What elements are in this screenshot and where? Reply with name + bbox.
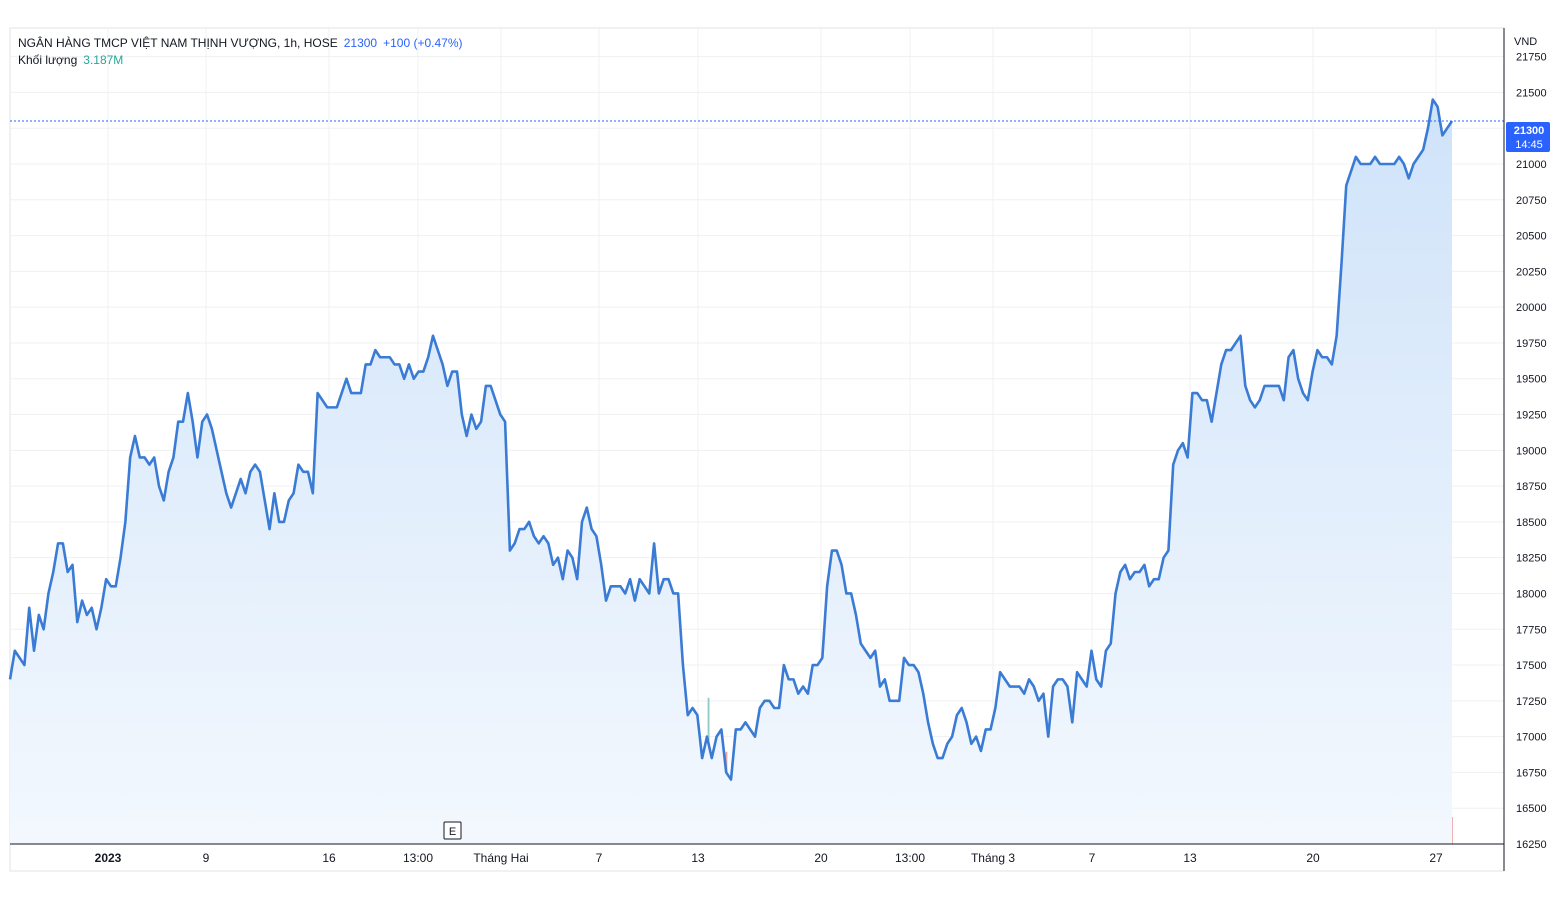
- price-tick-label: 19000: [1516, 445, 1547, 457]
- time-tick-label: Tháng Hai: [473, 851, 528, 865]
- price-tick-label: 17750: [1516, 624, 1547, 636]
- price-line: [8, 98, 1454, 781]
- time-tick-label: 20: [814, 851, 828, 865]
- legend-last-price: 21300: [343, 36, 378, 50]
- volume-value: 3.187M: [83, 53, 124, 67]
- time-tick-label: 20: [1306, 851, 1320, 865]
- price-tick-label: 21000: [1516, 159, 1547, 171]
- price-tick-label: 20250: [1516, 266, 1547, 278]
- price-tick-label: 16500: [1516, 803, 1547, 815]
- time-tick-label: 27: [1429, 851, 1443, 865]
- time-tick-label: 7: [596, 851, 603, 865]
- price-tick-label: 17500: [1516, 660, 1547, 672]
- price-tick-label: 18500: [1516, 517, 1547, 529]
- price-tick-label: 18250: [1516, 553, 1547, 565]
- price-tick-label: 16750: [1516, 767, 1547, 779]
- time-tick-label: 9: [203, 851, 210, 865]
- symbol-title: NGÂN HÀNG TMCP VIỆT NAM THỊNH VƯỢNG, 1h,…: [18, 36, 338, 50]
- price-tick-label: 18000: [1516, 588, 1547, 600]
- volume-label: Khối lượng: [18, 53, 78, 67]
- time-axis[interactable]: 2023 9 16 13:00 Tháng Hai 7 13 20 13:00 Tháng 3 7 1…: [95, 851, 1443, 865]
- event-marker-label: E: [449, 826, 456, 838]
- price-tick-label: 17250: [1516, 696, 1547, 708]
- legend-symbol-row: NGÂN HÀNG TMCP VIỆT NAM THỊNH VƯỢNG, 1h,…: [18, 35, 462, 52]
- time-tick-label: 7: [1089, 851, 1096, 865]
- price-tick-label: 21500: [1516, 87, 1547, 99]
- price-tick-label: 20000: [1516, 302, 1547, 314]
- price-tick-label: 17000: [1516, 732, 1547, 744]
- price-axis-unit: VND: [1514, 36, 1537, 48]
- price-tick-label: 16250: [1516, 839, 1547, 851]
- event-marker[interactable]: E: [443, 821, 462, 840]
- price-tick-label: 19750: [1516, 338, 1547, 350]
- time-tick-label: 2023: [95, 851, 122, 865]
- time-tick-label: 13:00: [895, 851, 925, 865]
- last-price-tag: 21300 14:45: [1506, 122, 1550, 152]
- time-tick-label: Tháng 3: [971, 851, 1015, 865]
- legend: NGÂN HÀNG TMCP VIỆT NAM THỊNH VƯỢNG, 1h,…: [18, 35, 462, 69]
- price-tick-label: 21750: [1516, 52, 1547, 64]
- time-tick-label: 13: [1183, 851, 1197, 865]
- legend-change: +100 (+0.47%): [383, 36, 463, 50]
- price-tick-label: 18750: [1516, 481, 1547, 493]
- time-tick-label: 13:00: [403, 851, 433, 865]
- price-tick-label: 20750: [1516, 195, 1547, 207]
- time-tick-label: 16: [322, 851, 336, 865]
- price-tick-label: 19250: [1516, 410, 1547, 422]
- legend-volume-row: Khối lượng 3.187M: [18, 52, 462, 69]
- price-tick-label: 20500: [1516, 231, 1547, 243]
- time-tick-label: 13: [691, 851, 705, 865]
- countdown-label: 14:45: [1515, 139, 1543, 151]
- price-tick-label: 19500: [1516, 374, 1547, 386]
- last-price-label: 21300: [1514, 125, 1545, 137]
- price-axis[interactable]: VND 217502150021250210002075020500202502…: [1514, 36, 1547, 851]
